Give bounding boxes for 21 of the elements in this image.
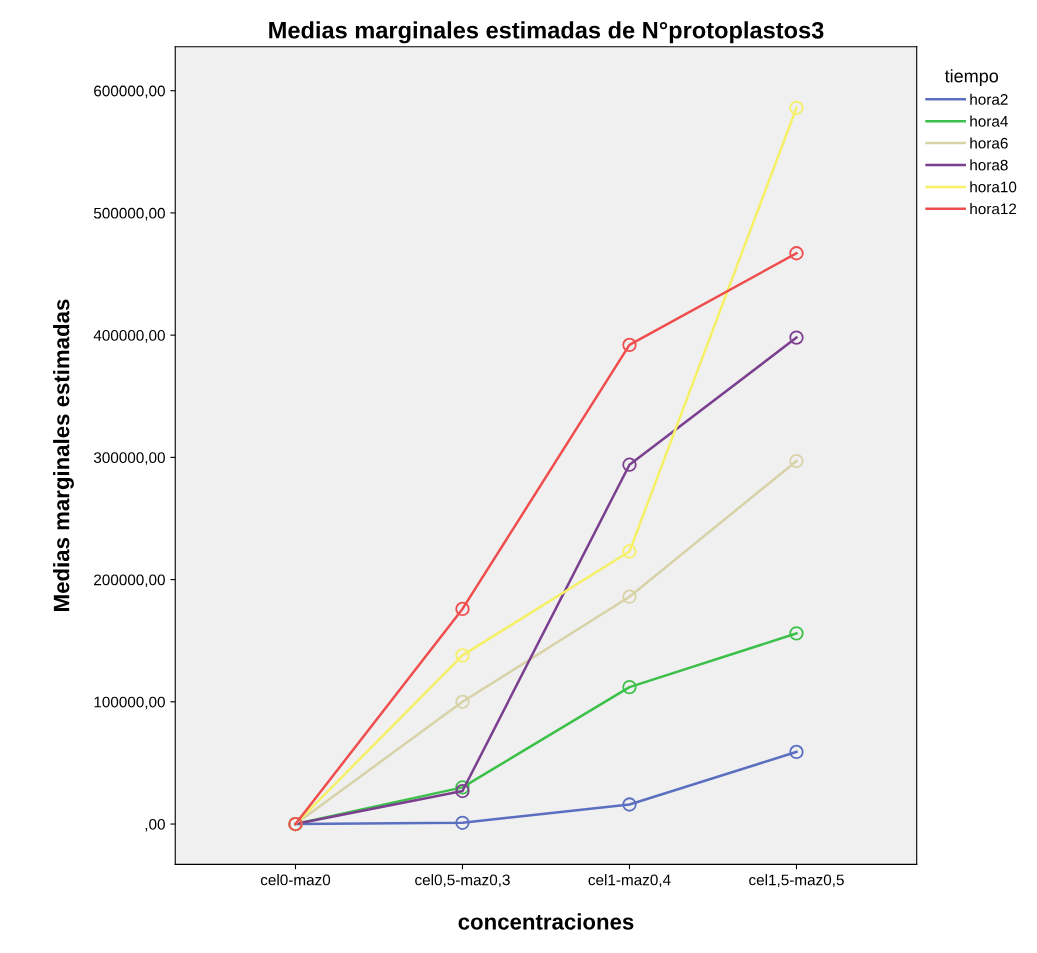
legend-label: hora8 (970, 159, 1008, 171)
legend-title: tiempo (944, 69, 999, 86)
chart-title: Medias marginales estimadas de N°protoplastos3 (269, 21, 824, 44)
legend-label: hora2 (970, 93, 1008, 105)
legend-label: hora4 (970, 115, 1008, 127)
x-tick-label: cel1,5-maz0,5 (749, 874, 844, 888)
legend-label: hora10 (970, 181, 1017, 193)
y-tick-label: 200000,00 (94, 574, 165, 588)
x-tick-label: cel0-maz0 (260, 874, 331, 886)
y-tick-label: 500000,00 (93, 207, 165, 221)
y-tick-label: ,00 (145, 818, 165, 832)
legend-label: hora12 (970, 203, 1017, 215)
y-tick-label: 600000,00 (94, 85, 165, 99)
y-tick-label: 400000,00 (93, 330, 165, 343)
y-tick-label: 100000,00 (94, 696, 165, 710)
x-tick-label: cel1-maz0,4 (588, 874, 671, 888)
x-axis-title: concentraciones (458, 913, 634, 930)
x-tick-label: cel0,5-maz0,3 (415, 874, 510, 888)
y-tick-label: 300000,00 (93, 452, 165, 465)
y-axis-title: Medias marginales estimadas (53, 299, 74, 611)
legend-label: hora6 (970, 137, 1008, 149)
